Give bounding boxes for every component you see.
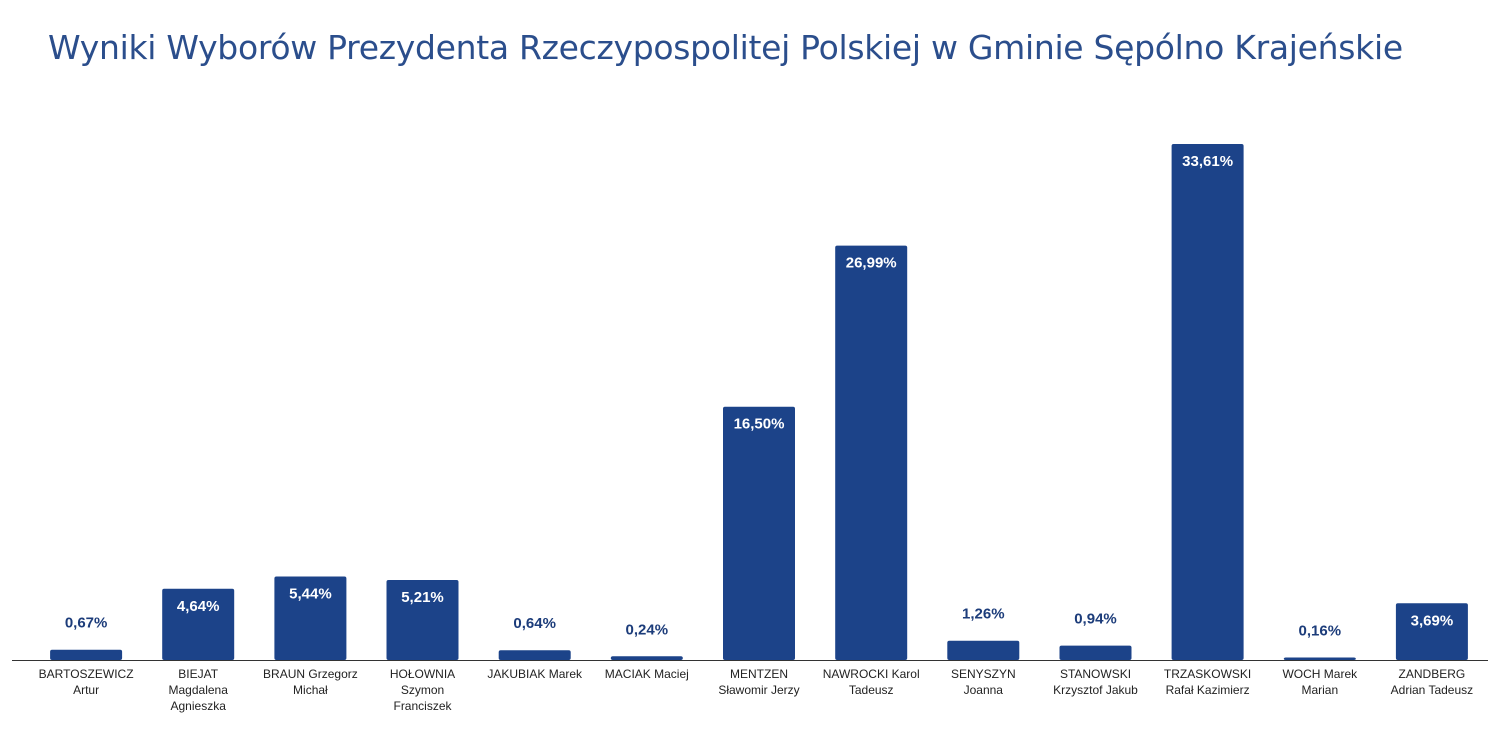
data-label-10: 33,61%	[1182, 153, 1233, 170]
data-label-9: 0,94%	[1074, 611, 1117, 628]
data-label-5: 0,24%	[626, 621, 669, 638]
category-label-3-line-0: HOŁOWNIA	[390, 667, 455, 681]
bar-4	[498, 650, 571, 660]
bar-2	[274, 576, 347, 660]
bar-5	[610, 656, 683, 660]
category-label-8-line-1: Joanna	[964, 683, 1004, 697]
data-label-7: 26,99%	[846, 255, 897, 272]
category-label-4-line-0: JAKUBIAK Marek	[487, 667, 583, 681]
category-label-0-line-0: BARTOSZEWICZ	[39, 667, 134, 681]
bar-11	[1283, 657, 1356, 660]
category-label-10-line-0: TRZASKOWSKI	[1164, 667, 1251, 681]
category-label-8-line-0: SENYSZYN	[951, 667, 1016, 681]
bar-7	[835, 245, 908, 660]
data-label-12: 3,69%	[1411, 612, 1454, 629]
category-label-7-line-1: Tadeusz	[849, 683, 894, 697]
chart-title: Wyniki Wyborów Prezydenta Rzeczypospolit…	[48, 28, 1403, 67]
data-label-0: 0,67%	[65, 615, 108, 632]
category-label-11-line-1: Marian	[1301, 683, 1338, 697]
category-label-1-line-2: Agnieszka	[171, 699, 227, 713]
bar-0	[50, 649, 123, 660]
bar-8	[947, 640, 1020, 660]
category-label-12-line-1: Adrian Tadeusz	[1391, 683, 1474, 697]
data-label-2: 5,44%	[289, 586, 332, 603]
bar-9	[1059, 645, 1132, 660]
bar-1	[162, 588, 235, 660]
category-label-0-line-1: Artur	[73, 683, 99, 697]
category-label-3-line-2: Franciszek	[393, 699, 452, 713]
category-label-1-line-1: Magdalena	[169, 683, 229, 697]
category-label-5-line-0: MACIAK Maciej	[605, 667, 689, 681]
category-label-12-line-0: ZANDBERG	[1399, 667, 1466, 681]
data-label-3: 5,21%	[401, 589, 444, 606]
bar-10	[1171, 144, 1244, 660]
category-label-7-line-0: NAWROCKI Karol	[823, 667, 920, 681]
category-label-11-line-0: WOCH Marek	[1282, 667, 1358, 681]
category-label-6-line-0: MENTZEN	[730, 667, 788, 681]
category-label-2-line-1: Michał	[293, 683, 328, 697]
category-label-9-line-1: Krzysztof Jakub	[1053, 683, 1138, 697]
category-label-9-line-0: STANOWSKI	[1060, 667, 1131, 681]
data-label-8: 1,26%	[962, 606, 1005, 623]
data-label-1: 4,64%	[177, 598, 220, 615]
category-label-10-line-1: Rafał Kazimierz	[1166, 683, 1250, 697]
data-label-4: 0,64%	[513, 615, 556, 632]
bar-3	[386, 580, 459, 660]
data-label-11: 0,16%	[1299, 623, 1342, 640]
category-label-6-line-1: Sławomir Jerzy	[718, 683, 799, 697]
category-label-3-line-1: Szymon	[401, 683, 444, 697]
bar-12	[1395, 603, 1468, 660]
category-label-2-line-0: BRAUN Grzegorz	[263, 667, 358, 681]
category-label-1-line-0: BIEJAT	[178, 667, 218, 681]
bar-6	[723, 406, 795, 660]
data-label-6: 16,50%	[734, 416, 785, 433]
